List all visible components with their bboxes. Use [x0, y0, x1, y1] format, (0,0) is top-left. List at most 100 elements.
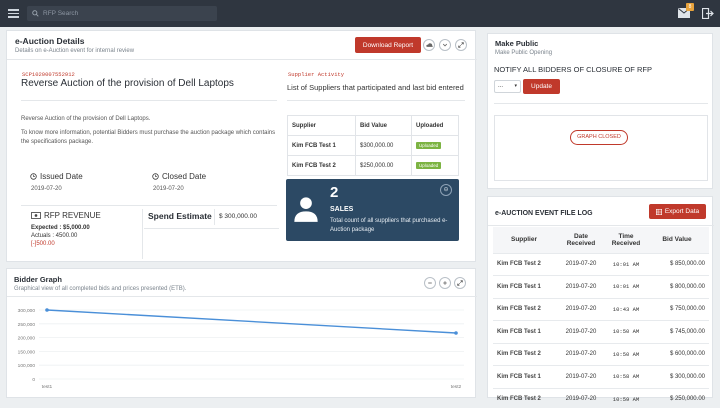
graph-closed-badge: GRAPH CLOSED — [570, 130, 628, 145]
date-cell: 2019-07-20 — [555, 388, 607, 408]
supplier-cell: Kim FCB Test 1 — [493, 365, 555, 389]
sales-description: Total count of all suppliers that purcha… — [330, 218, 448, 233]
supplier-name: Kim FCB Test 1 — [287, 135, 356, 156]
panel-subtitle: Graphical view of all completed bids and… — [14, 286, 187, 292]
status-badge: Uploaded — [416, 142, 442, 149]
expand-icon[interactable] — [454, 277, 466, 289]
supplier-cell: Kim FCB Test 2 — [493, 388, 555, 408]
revenue-expected: Expected : $5,000.00 — [31, 225, 90, 231]
issued-date-value: 2019-07-20 — [31, 186, 62, 192]
logout-icon[interactable] — [702, 8, 714, 19]
panel-subtitle: Make Public Opening — [495, 50, 553, 56]
user-icon — [294, 197, 318, 222]
search-input[interactable]: RFP Search — [27, 6, 217, 21]
auction-title: Reverse Auction of the provision of Dell… — [21, 78, 234, 89]
table-header: Time Received — [607, 227, 645, 254]
closed-date-block: Closed Date 2019-07-20 — [152, 172, 206, 192]
make-public-panel: Make Public Make Public Opening NOTIFY A… — [487, 33, 713, 189]
table-header: Date Received — [555, 227, 607, 254]
panel-title: e-Auction Details — [15, 36, 85, 46]
update-button[interactable]: Update — [523, 79, 560, 94]
supplier-cell: Kim FCB Test 2 — [493, 253, 555, 276]
table-row: Kim FCB Test 2 2019-07-20 10:01 AM $ 850,00… — [493, 253, 709, 276]
supplier-cell: Kim FCB Test 1 — [493, 275, 555, 299]
clock-icon — [152, 173, 159, 180]
supplier-cell: Kim FCB Test 1 — [493, 320, 555, 344]
auction-package-note: To know more information, potential Bidd… — [21, 130, 276, 145]
bidder-graph-panel: Bidder Graph Graphical view of all compl… — [6, 268, 477, 398]
bid-value: $300,000.00 — [355, 135, 412, 156]
date-cell: 2019-07-20 — [555, 253, 607, 276]
supplier-activity-tag: Supplier Activity — [288, 71, 345, 78]
download-report-button[interactable]: Download Report — [355, 37, 421, 53]
top-navbar: RFP Search 8 — [0, 0, 720, 27]
bid-value: $250,000.00 — [355, 155, 412, 176]
table-header: Bid Value — [645, 227, 709, 254]
date-cell: 2019-07-20 — [555, 365, 607, 389]
export-data-button[interactable]: Export Data — [649, 204, 706, 219]
data-point — [454, 331, 458, 335]
table-row: Kim FCB Test 1 2019-07-20 10:58 AM $ 300,00… — [493, 365, 709, 389]
time-cell: 10:01 AM — [607, 275, 645, 299]
event-log-table: Supplier Date Received Time Received Bid… — [493, 227, 709, 408]
chevron-down-icon[interactable] — [439, 39, 451, 51]
time-cell: 10:58 AM — [607, 365, 645, 389]
panel-title: e-AUCTION EVENT FILE LOG — [495, 210, 593, 217]
supplier-cell: Kim FCB Test 2 — [493, 298, 555, 321]
sales-card: 2 SALES Total count of all suppliers tha… — [286, 179, 459, 241]
time-cell: 10:59 AM — [607, 388, 645, 408]
panel-title: Bidder Graph — [14, 275, 62, 284]
y-tick-label: 200,000 — [18, 336, 36, 342]
rfp-revenue-block: RFP REVENUE Expected : $5,000.00 Actuals… — [31, 211, 101, 247]
download-icon[interactable] — [423, 39, 435, 51]
expand-icon[interactable] — [455, 39, 467, 51]
date-cell: 2019-07-20 — [555, 320, 607, 344]
clock-icon — [30, 173, 37, 180]
chevron-down-icon: ▾ — [514, 83, 517, 89]
date-cell: 2019-07-20 — [555, 298, 607, 321]
date-cell: 2019-07-20 — [555, 275, 607, 299]
table-row: Kim FCB Test 1 2019-07-20 10:01 AM $ 800,00… — [493, 275, 709, 299]
graph-box: GRAPH CLOSED — [494, 115, 708, 181]
document-reference: SCP1020007552912 — [22, 71, 75, 78]
y-tick-label: 100,000 — [18, 363, 36, 369]
panel-title: Make Public — [495, 39, 539, 48]
table-row: Kim FCB Test 1 $300,000.00 Uploaded — [287, 135, 459, 156]
revenue-difference: [-]500.00 — [31, 241, 55, 247]
time-cell: 10:50 AM — [607, 343, 645, 366]
menu-toggle-icon[interactable] — [8, 9, 19, 18]
time-cell: 10:43 AM — [607, 298, 645, 321]
spend-estimate-value: $ 300,000.00 — [219, 213, 257, 220]
table-row: Kim FCB Test 2 2019-07-20 10:43 AM $ 750,00… — [493, 298, 709, 321]
auction-description: Reverse Auction of the provision of Dell… — [21, 116, 151, 122]
table-row: Kim FCB Test 2 2019-07-20 10:50 AM $ 600,00… — [493, 343, 709, 366]
table-header: Uploaded — [411, 115, 459, 136]
table-header: Supplier — [287, 115, 356, 136]
x-tick-label: test2 — [451, 384, 462, 390]
y-tick-label: 0 — [32, 377, 35, 383]
suppliers-table: Supplier Bid Value Uploaded Kim FCB Test… — [287, 115, 459, 176]
y-tick-label: 150,000 — [18, 349, 36, 355]
sales-count: 2 — [330, 184, 339, 201]
table-header: Bid Value — [355, 115, 412, 136]
sales-card-toggle-icon[interactable]: ⊖ — [440, 184, 452, 196]
spend-estimate-label: Spend Estimate — [148, 211, 212, 221]
add-icon[interactable] — [439, 277, 451, 289]
data-point — [45, 308, 49, 312]
closed-date-value: 2019-07-20 — [153, 186, 184, 192]
bid-value-cell: $ 250,000.00 — [645, 388, 709, 408]
issued-date-label: Issued Date — [40, 172, 83, 181]
table-row: Kim FCB Test 2 $250,000.00 Uploaded — [287, 155, 459, 176]
date-cell: 2019-07-20 — [555, 343, 607, 366]
table-icon — [655, 208, 662, 215]
event-log-panel: e-AUCTION EVENT FILE LOG Export Data Sup… — [487, 196, 714, 408]
search-icon — [32, 10, 39, 17]
notify-text: NOTIFY ALL BIDDERS OF CLOSURE OF RFP — [494, 65, 652, 74]
y-tick-label: 250,000 — [18, 322, 36, 328]
auction-details-panel: e-Auction Details Details on e-Auction e… — [6, 30, 477, 262]
status-badge: Uploaded — [416, 162, 442, 169]
bid-value-cell: $ 300,000.00 — [645, 365, 709, 389]
collapse-icon[interactable] — [424, 277, 436, 289]
bid-value-cell: $ 750,000.00 — [645, 298, 709, 321]
notify-select[interactable]: ... ▾ — [494, 80, 521, 93]
